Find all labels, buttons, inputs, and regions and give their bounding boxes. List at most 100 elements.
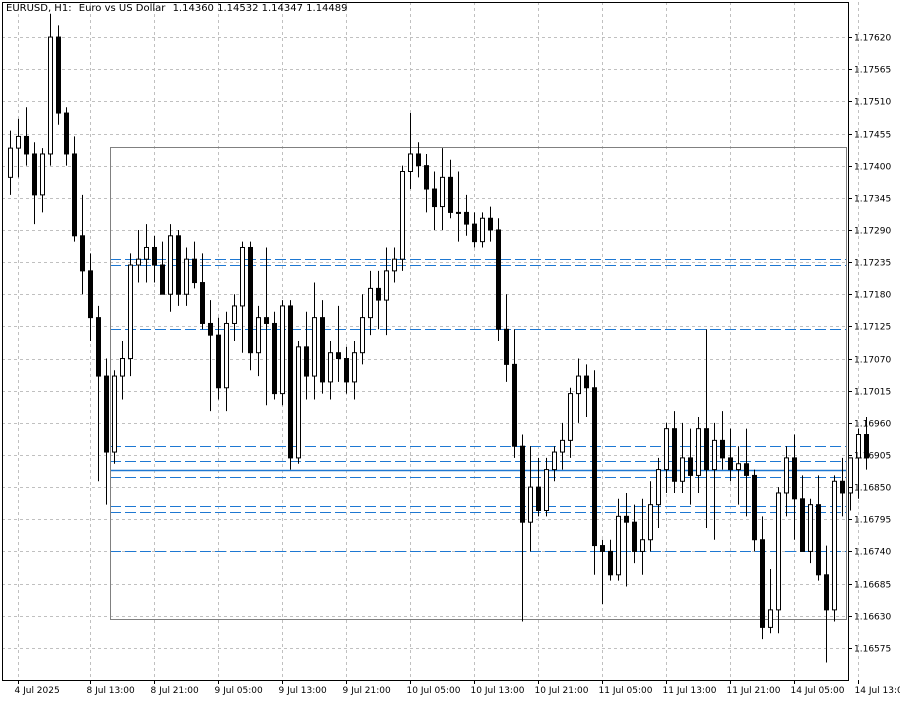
candle-body [321, 318, 325, 382]
y-tick-label: 1.16685 [854, 581, 891, 591]
candle [593, 370, 597, 575]
y-tick-label: 1.17125 [854, 323, 891, 333]
candle-body [689, 458, 693, 476]
candle-body [529, 487, 533, 522]
candle [9, 131, 13, 195]
candle-body [225, 323, 229, 387]
candle-body [577, 376, 581, 394]
candle-body [793, 458, 797, 499]
candle [233, 294, 237, 341]
candle-body [553, 452, 557, 470]
candle [697, 417, 701, 493]
candle-body [273, 323, 277, 393]
candle [457, 172, 461, 242]
candle [721, 411, 725, 469]
candle [505, 294, 509, 382]
candle [89, 253, 93, 341]
candle-body [377, 288, 381, 300]
candle [801, 475, 805, 551]
x-tick-label: 10 Jul 21:00 [535, 686, 589, 696]
candle [425, 154, 429, 212]
candle-body [657, 470, 661, 505]
candle-body [209, 323, 213, 335]
candle-body [777, 493, 781, 610]
candle [57, 25, 61, 124]
candle-body [489, 218, 493, 230]
candle [129, 253, 133, 376]
candle [601, 540, 605, 604]
candle [329, 341, 333, 399]
candle [337, 306, 341, 382]
y-tick-label: 1.17345 [854, 195, 891, 205]
symbol-label: EURUSD, H1: [6, 3, 72, 14]
candle-body [81, 236, 85, 271]
candle [689, 429, 693, 505]
candle-body [417, 154, 421, 166]
y-tick-label: 1.16575 [854, 645, 891, 655]
candle [321, 300, 325, 394]
candle [409, 113, 413, 189]
candle-body [513, 364, 517, 446]
candle-body [57, 37, 61, 113]
candle [17, 119, 21, 177]
candle-body [769, 610, 773, 628]
candle-body [673, 429, 677, 482]
candle [201, 253, 205, 329]
candle [849, 458, 853, 511]
candle-body [305, 347, 309, 376]
candle [241, 242, 245, 353]
candle-body [49, 37, 53, 154]
y-tick-label: 1.16960 [854, 420, 891, 430]
y-tick-label: 1.17565 [854, 66, 891, 76]
candles [9, 14, 869, 663]
candle [185, 247, 189, 305]
candle-body [409, 154, 413, 172]
candle [737, 446, 741, 504]
x-tick-label: 11 Jul 21:00 [727, 686, 781, 696]
candle [729, 429, 733, 482]
candle-body [737, 464, 741, 470]
candle [225, 312, 229, 411]
y-tick-label: 1.16795 [854, 516, 891, 526]
candle [513, 329, 517, 458]
candle [305, 312, 309, 400]
candle-body [561, 440, 565, 452]
candle-body [193, 259, 197, 282]
y-tick-label: 1.17180 [854, 291, 891, 301]
x-tick-label: 10 Jul 13:00 [471, 686, 525, 696]
candle-body [169, 236, 173, 294]
candle-body [753, 475, 757, 539]
y-tick-label: 1.17235 [854, 259, 891, 269]
ohlc-values: 1.14360 1.14532 1.14347 1.14489 [173, 3, 348, 14]
candle-body [361, 318, 365, 353]
candle [393, 247, 397, 282]
candle-body [665, 429, 669, 470]
candle [817, 475, 821, 580]
candle [841, 458, 845, 516]
candle-body [545, 470, 549, 511]
candle [569, 388, 573, 458]
candle-body [337, 353, 341, 359]
candle-body [697, 429, 701, 476]
candle [369, 271, 373, 335]
candle [553, 446, 557, 481]
candle-body [137, 259, 141, 265]
candle-body [297, 347, 301, 458]
candle-body [537, 487, 541, 510]
candle [65, 107, 69, 165]
y-tick-label: 1.17015 [854, 388, 891, 398]
candle-body [609, 551, 613, 574]
candle-body [593, 388, 597, 546]
candle-body [457, 212, 461, 213]
candle-body [217, 335, 221, 388]
x-tick-label: 8 Jul 21:00 [151, 686, 200, 696]
candle [193, 242, 197, 289]
candle [537, 458, 541, 516]
candle-body [97, 318, 101, 376]
candle-body [785, 458, 789, 493]
candle [713, 423, 717, 540]
y-tick-label: 1.16850 [854, 484, 891, 494]
candle [585, 364, 589, 417]
